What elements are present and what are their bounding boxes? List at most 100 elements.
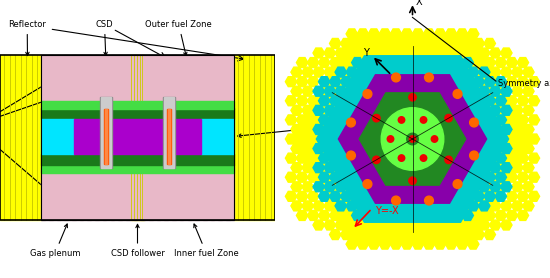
Polygon shape	[335, 48, 346, 58]
Polygon shape	[346, 182, 358, 192]
Polygon shape	[384, 134, 396, 144]
Polygon shape	[473, 38, 485, 48]
Polygon shape	[512, 144, 523, 153]
Polygon shape	[512, 86, 523, 96]
Polygon shape	[285, 115, 297, 125]
Polygon shape	[484, 210, 496, 220]
Text: Inner fuel Zone: Inner fuel Zone	[174, 224, 239, 258]
Polygon shape	[434, 48, 446, 58]
Polygon shape	[434, 86, 446, 96]
Polygon shape	[357, 48, 368, 58]
Polygon shape	[512, 201, 523, 211]
Polygon shape	[373, 58, 385, 68]
Polygon shape	[495, 191, 507, 201]
Polygon shape	[335, 163, 346, 173]
Polygon shape	[357, 201, 368, 211]
Polygon shape	[307, 77, 319, 87]
Polygon shape	[451, 191, 463, 201]
Polygon shape	[384, 38, 396, 48]
Polygon shape	[456, 105, 468, 115]
Polygon shape	[335, 182, 346, 192]
Polygon shape	[318, 210, 330, 220]
Circle shape	[387, 136, 394, 142]
Polygon shape	[500, 144, 512, 153]
Polygon shape	[446, 86, 457, 96]
Polygon shape	[291, 163, 302, 173]
Text: Y: Y	[362, 48, 368, 58]
Polygon shape	[434, 86, 446, 96]
Polygon shape	[446, 220, 457, 230]
Polygon shape	[313, 86, 324, 96]
Polygon shape	[440, 153, 452, 163]
Polygon shape	[302, 144, 314, 153]
Polygon shape	[373, 153, 385, 163]
Polygon shape	[357, 163, 368, 173]
Polygon shape	[362, 96, 374, 106]
Circle shape	[420, 117, 427, 123]
Polygon shape	[512, 67, 523, 77]
Polygon shape	[451, 230, 463, 240]
Polygon shape	[402, 163, 412, 173]
Polygon shape	[462, 172, 474, 182]
Polygon shape	[512, 182, 523, 192]
Polygon shape	[429, 96, 441, 106]
Polygon shape	[379, 86, 390, 96]
Bar	[43, 136, 56, 142]
Polygon shape	[473, 134, 485, 144]
Polygon shape	[440, 153, 452, 163]
Polygon shape	[329, 210, 341, 220]
Polygon shape	[351, 115, 363, 125]
Text: CSD follower: CSD follower	[111, 224, 164, 258]
Polygon shape	[517, 210, 529, 220]
Polygon shape	[412, 163, 424, 173]
Polygon shape	[285, 77, 297, 87]
Polygon shape	[468, 48, 479, 58]
Polygon shape	[424, 105, 435, 115]
Polygon shape	[424, 239, 435, 249]
Polygon shape	[346, 86, 358, 96]
Polygon shape	[313, 67, 324, 77]
Polygon shape	[429, 153, 441, 163]
Polygon shape	[512, 163, 523, 173]
Polygon shape	[285, 191, 297, 201]
Text: Reflector: Reflector	[8, 20, 46, 56]
Polygon shape	[424, 105, 435, 115]
Polygon shape	[418, 230, 429, 240]
Bar	[134, 55, 138, 220]
Polygon shape	[390, 105, 402, 115]
Bar	[41, 55, 234, 220]
Bar	[201, 119, 234, 154]
Polygon shape	[291, 182, 302, 192]
Polygon shape	[402, 125, 412, 134]
Polygon shape	[451, 77, 463, 87]
Polygon shape	[379, 201, 390, 211]
Polygon shape	[456, 220, 468, 230]
Polygon shape	[368, 201, 380, 211]
Polygon shape	[291, 67, 302, 77]
Polygon shape	[424, 125, 435, 134]
Polygon shape	[302, 67, 314, 77]
Polygon shape	[407, 134, 418, 144]
Polygon shape	[307, 153, 319, 163]
Polygon shape	[307, 172, 319, 182]
Circle shape	[346, 118, 355, 127]
Polygon shape	[362, 38, 374, 48]
Polygon shape	[473, 230, 485, 240]
Polygon shape	[390, 105, 402, 115]
Polygon shape	[434, 182, 446, 192]
Polygon shape	[402, 105, 412, 115]
Polygon shape	[434, 144, 446, 153]
Polygon shape	[473, 96, 485, 106]
Polygon shape	[446, 239, 457, 249]
Polygon shape	[500, 48, 512, 58]
Polygon shape	[302, 163, 314, 173]
Polygon shape	[335, 105, 346, 115]
Polygon shape	[324, 67, 336, 77]
Polygon shape	[357, 86, 368, 96]
Polygon shape	[522, 125, 534, 134]
Polygon shape	[307, 115, 319, 125]
Polygon shape	[424, 86, 435, 96]
Polygon shape	[351, 58, 363, 68]
Polygon shape	[495, 153, 507, 163]
Polygon shape	[329, 191, 341, 201]
